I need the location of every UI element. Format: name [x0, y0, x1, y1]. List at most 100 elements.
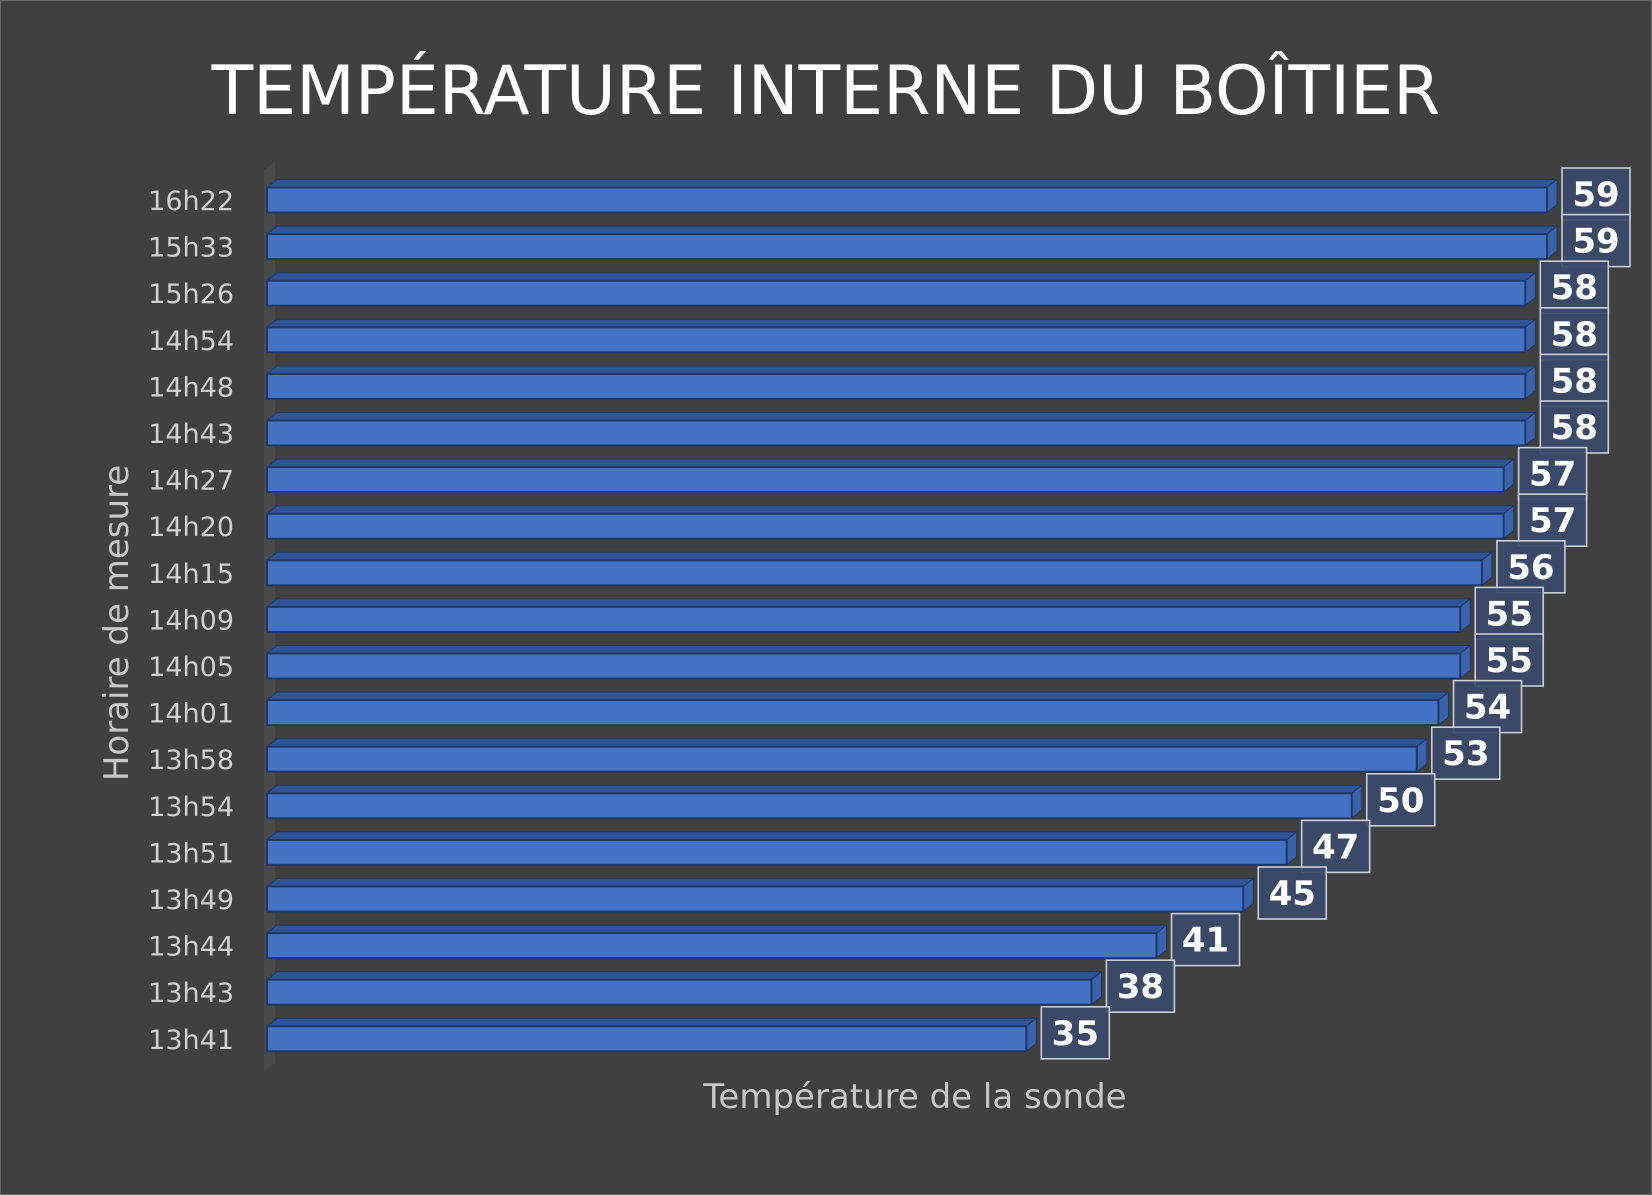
- bar-front-face: [266, 186, 1548, 214]
- bar: [265, 551, 1494, 587]
- value-label: 55: [1474, 586, 1545, 641]
- bar-front-face: [266, 932, 1158, 960]
- chart-title: TEMPÉRATURE INTERNE DU BOÎTIER: [211, 51, 1441, 131]
- bar-front-face: [266, 605, 1462, 633]
- value-label: 53: [1431, 726, 1501, 781]
- value-label-box: [1365, 772, 1436, 827]
- bar: [265, 691, 1450, 727]
- value-label: 50: [1365, 772, 1436, 827]
- category-label: 13h44: [148, 932, 234, 963]
- category-label: 13h58: [148, 745, 234, 776]
- bar-front-face: [266, 466, 1505, 494]
- bar: [265, 737, 1429, 773]
- value-label: 41: [1170, 912, 1241, 967]
- value-label-text: 56: [1507, 548, 1554, 588]
- category-label: 13h51: [148, 838, 234, 869]
- category-label: 13h49: [148, 885, 234, 916]
- bar-top-face: [265, 691, 1450, 701]
- value-label: 58: [1539, 260, 1610, 315]
- bar-top-face: [265, 878, 1255, 887]
- bar: [265, 1017, 1038, 1053]
- category-label: 13h54: [148, 792, 234, 823]
- value-label: 57: [1517, 446, 1588, 501]
- bar-front-face: [266, 326, 1527, 354]
- value-label-text: 50: [1377, 781, 1424, 821]
- value-label-box: [1431, 726, 1501, 781]
- bar-top-face: [265, 551, 1494, 561]
- y-axis-title: Horaire de mesure: [97, 465, 137, 781]
- category-label: 14h20: [148, 512, 234, 543]
- bar: [265, 364, 1537, 400]
- value-label-box: [1474, 633, 1545, 687]
- value-label-text: 59: [1572, 222, 1619, 262]
- value-label-text: 45: [1269, 874, 1316, 914]
- bar-top-face: [265, 505, 1516, 515]
- value-label: 59: [1561, 213, 1631, 268]
- bar-top-face: [265, 318, 1537, 328]
- category-label: 16h22: [148, 186, 234, 217]
- value-label: 47: [1300, 819, 1371, 874]
- value-label: 58: [1539, 400, 1610, 454]
- value-label: 56: [1496, 539, 1566, 594]
- bar-front-face: [266, 512, 1505, 540]
- bar-front-face: [266, 419, 1527, 447]
- value-label-box: [1105, 959, 1176, 1014]
- category-label: 14h09: [148, 605, 234, 636]
- category-label: 14h01: [148, 699, 234, 730]
- category-label: 14h05: [148, 652, 234, 683]
- value-label-text: 57: [1529, 455, 1576, 495]
- bar-front-face: [266, 279, 1527, 307]
- category-label: 14h54: [148, 326, 234, 357]
- category-label: 13h43: [148, 978, 234, 1009]
- bar-front-face: [266, 652, 1462, 680]
- bar: [265, 924, 1168, 960]
- value-label-text: 55: [1486, 594, 1533, 634]
- value-label-text: 54: [1464, 688, 1511, 728]
- value-label-box: [1040, 1005, 1111, 1060]
- bar: [265, 504, 1516, 540]
- value-label-box: [1561, 167, 1631, 221]
- bar-front-face: [266, 1025, 1028, 1053]
- category-label: 14h27: [148, 466, 234, 497]
- value-label-text: 58: [1551, 408, 1598, 448]
- bar: [265, 411, 1537, 447]
- bar-top-face: [265, 412, 1537, 421]
- bar: [265, 970, 1103, 1006]
- bar-top-face: [265, 924, 1168, 934]
- bar: [265, 225, 1559, 261]
- value-label-box: [1539, 353, 1610, 408]
- category-labels: 16h22 15h33 15h26 14h54 14h48 14h43 14h27 14h20…: [148, 186, 234, 1056]
- bar-front-face: [266, 559, 1483, 587]
- bar-front-face: [266, 792, 1353, 820]
- bar-top-face: [265, 1017, 1038, 1027]
- value-label-box: [1561, 213, 1631, 268]
- value-label: 57: [1517, 493, 1588, 548]
- value-label-text: 59: [1572, 175, 1619, 215]
- value-label-text: 47: [1312, 827, 1359, 867]
- category-label: 14h43: [148, 419, 234, 450]
- value-label-box: [1452, 679, 1523, 734]
- bar-front-face: [266, 699, 1440, 727]
- category-label: 15h26: [148, 279, 234, 310]
- value-label: 38: [1105, 959, 1176, 1014]
- bar: [265, 877, 1255, 913]
- bar-top-face: [265, 225, 1559, 235]
- value-label: 59: [1561, 167, 1631, 221]
- value-label-box: [1539, 306, 1610, 361]
- bar-top-face: [265, 738, 1429, 748]
- value-label-box: [1257, 866, 1328, 920]
- value-label-text: 58: [1551, 268, 1598, 308]
- value-label-text: 58: [1551, 315, 1598, 355]
- bar-top-face: [265, 179, 1559, 188]
- bar-front-face: [266, 233, 1548, 261]
- value-label: 58: [1539, 353, 1610, 408]
- bar-front-face: [266, 978, 1093, 1006]
- bar-top-face: [265, 458, 1516, 468]
- bar-top-face: [265, 365, 1537, 375]
- bar-top-face: [265, 971, 1103, 981]
- value-label-text: 38: [1117, 967, 1164, 1007]
- value-label-box: [1170, 912, 1241, 967]
- bar-front-face: [266, 372, 1527, 400]
